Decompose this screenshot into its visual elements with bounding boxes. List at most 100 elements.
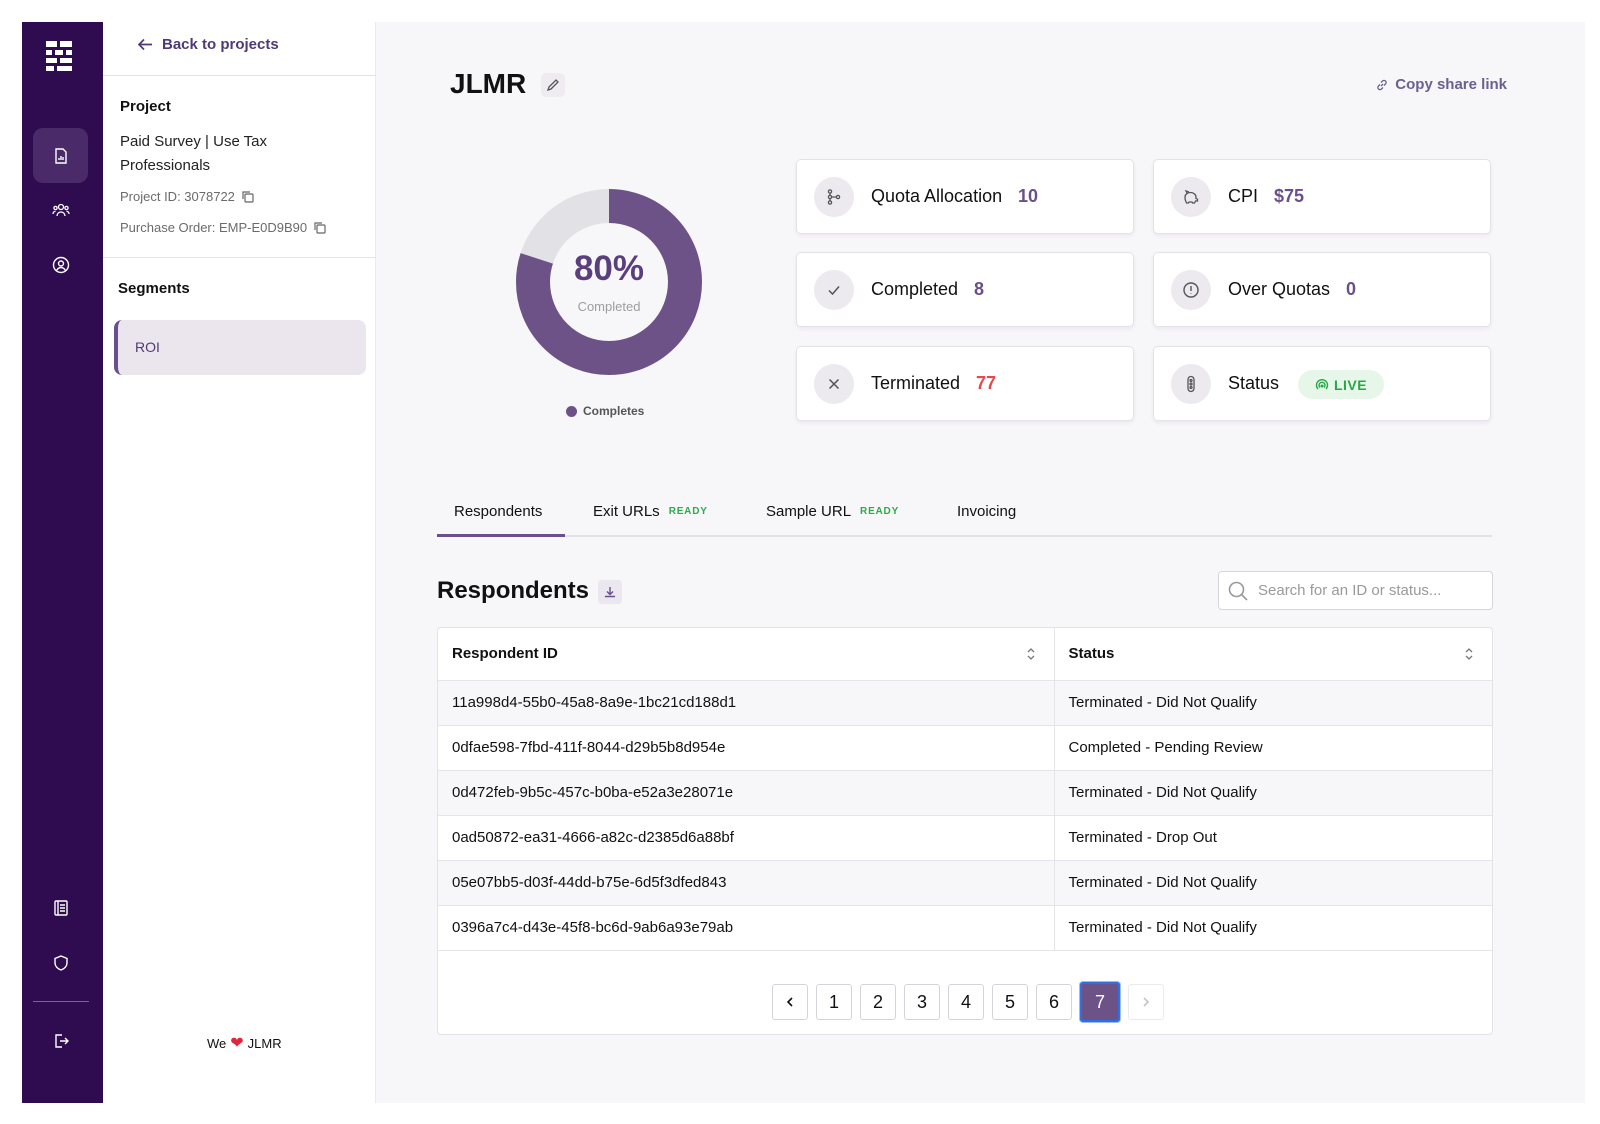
page-button-5[interactable]: 5 <box>992 984 1028 1020</box>
table-row[interactable]: 0d472feb-9b5c-457c-b0ba-e52a3e28071e Term… <box>438 770 1492 816</box>
respondent-id-cell: 0ad50872-ea31-4666-a82c-d2385d6a88bf <box>438 815 1055 861</box>
tab-label: Respondents <box>454 503 543 520</box>
copy-share-link[interactable]: Copy share link <box>1375 76 1507 93</box>
prev-page-button[interactable] <box>772 984 808 1020</box>
terminated-card: Terminated 77 <box>796 346 1134 421</box>
rail-divider <box>33 1001 89 1002</box>
respondent-id-cell: 0d472feb-9b5c-457c-b0ba-e52a3e28071e <box>438 770 1055 816</box>
quota-label: Quota Allocation <box>871 186 1003 206</box>
sort-icon[interactable] <box>1464 646 1474 662</box>
traffic-light-icon <box>1171 364 1211 404</box>
logout-icon <box>54 1033 69 1048</box>
logout-button[interactable] <box>33 1013 88 1068</box>
table-row[interactable]: 0ad50872-ea31-4666-a82c-d2385d6a88bf Term… <box>438 815 1492 861</box>
quota-allocation-card: Quota Allocation 10 <box>796 159 1134 234</box>
book-icon <box>53 899 68 916</box>
donut-arc <box>516 189 702 375</box>
download-button[interactable] <box>598 580 622 604</box>
page-button-3[interactable]: 3 <box>904 984 940 1020</box>
page-button-6[interactable]: 6 <box>1036 984 1072 1020</box>
table-row[interactable]: 0396a7c4-d43e-45f8-bc6d-9ab6a93e79ab Term… <box>438 905 1492 951</box>
shield-icon <box>53 954 68 971</box>
table-row[interactable]: 11a998d4-55b0-45a8-8a9e-1bc21cd188d1 Term… <box>438 680 1492 726</box>
rail-docs-button[interactable] <box>33 880 88 935</box>
search-input[interactable] <box>1258 582 1478 599</box>
tab-label: Invoicing <box>957 503 1017 520</box>
account-icon <box>52 256 69 273</box>
status-cell: Completed - Pending Review <box>1054 725 1492 771</box>
rail-account-button[interactable] <box>33 237 88 292</box>
project-name: Paid Survey | Use Tax Professionals <box>120 133 268 174</box>
copy-icon[interactable] <box>241 190 254 203</box>
search-icon <box>1228 581 1248 601</box>
project-id-row: Project ID: 3078722 <box>120 189 254 204</box>
table-row[interactable]: 0dfae598-7fbd-411f-8044-d29b5b8d954e Comp… <box>438 725 1492 771</box>
status-cell: Terminated - Drop Out <box>1054 815 1492 861</box>
respondent-id-cell: 05e07bb5-d03f-44dd-b75e-6d5f3dfed843 <box>438 860 1055 906</box>
status-cell: Terminated - Did Not Qualify <box>1054 770 1492 816</box>
edit-title-button[interactable] <box>541 73 565 97</box>
link-icon <box>1377 79 1387 90</box>
sort-icon[interactable] <box>1026 646 1036 662</box>
back-to-projects-link[interactable]: Back to projects <box>137 36 279 53</box>
next-page-button[interactable] <box>1128 984 1164 1020</box>
column-header-respondent-id[interactable]: Respondent ID <box>438 628 1055 681</box>
cpi-label: CPI <box>1228 186 1259 206</box>
page-button-4[interactable]: 4 <box>948 984 984 1020</box>
check-icon <box>814 270 854 310</box>
completed-value: 8 <box>974 279 985 299</box>
column-header-status[interactable]: Status <box>1054 628 1492 681</box>
page-title: JLMR <box>450 68 527 99</box>
page-button-2[interactable]: 2 <box>860 984 896 1020</box>
status-cell: Terminated - Did Not Qualify <box>1054 860 1492 906</box>
cpi-value: $75 <box>1274 186 1305 206</box>
respondents-table: Respondent ID Status 11a998d4-55b0-45a8-… <box>438 628 1492 951</box>
donut-chart <box>516 189 702 375</box>
page-button-7[interactable]: 7 <box>1080 982 1120 1022</box>
panel-divider <box>103 257 376 258</box>
rail-projects-button[interactable] <box>33 128 88 183</box>
cpi-card: CPI $75 <box>1153 159 1491 234</box>
project-panel: Back to projects Project Paid Survey | U… <box>103 22 376 1103</box>
live-label: LIVE <box>1333 376 1368 393</box>
ready-badge: READY <box>860 506 900 517</box>
donut-percent: 80% <box>573 249 645 288</box>
share-label: Copy share link <box>1395 76 1507 93</box>
project-heading: Project <box>120 98 171 115</box>
app-window: Back to projects Project Paid Survey | U… <box>22 22 1585 1103</box>
copy-icon[interactable] <box>313 221 326 234</box>
completed-card: Completed 8 <box>796 252 1134 327</box>
terminated-value: 77 <box>976 373 997 393</box>
tab-respondents[interactable]: Respondents <box>454 503 542 520</box>
footer-prefix: We <box>207 1035 227 1051</box>
page-button-1[interactable]: 1 <box>816 984 852 1020</box>
icon-rail <box>22 22 103 1103</box>
column-label: Status <box>1068 645 1115 663</box>
tab-exit-urls[interactable]: Exit URLs READY <box>593 503 708 520</box>
tab-invoicing[interactable]: Invoicing <box>957 503 1016 520</box>
pencil-icon <box>546 79 559 92</box>
segment-item-roi[interactable]: ROI <box>114 320 366 375</box>
table-row[interactable]: 05e07bb5-d03f-44dd-b75e-6d5f3dfed843 Term… <box>438 860 1492 906</box>
over-quotas-label: Over Quotas <box>1228 279 1331 299</box>
completion-donut: 80% Completed <box>514 187 704 377</box>
heart-icon: ❤ <box>230 1035 244 1052</box>
rail-users-button[interactable] <box>33 182 88 237</box>
grid-logo-icon[interactable] <box>46 41 72 71</box>
over-quotas-card: Over Quotas 0 <box>1153 252 1491 327</box>
live-badge: LIVE <box>1298 370 1384 399</box>
status-card: Status LIVE <box>1153 346 1491 421</box>
download-icon <box>605 587 615 598</box>
tab-sample-url[interactable]: Sample URL READY <box>766 503 899 520</box>
active-tab-indicator <box>437 534 565 537</box>
tab-label: Exit URLs <box>593 503 660 520</box>
purchase-order-row: Purchase Order: EMP-E0D9B90 <box>120 220 326 235</box>
chevron-right-icon <box>1143 997 1150 1007</box>
completed-label: Completed <box>871 279 959 299</box>
search-box[interactable] <box>1218 571 1493 610</box>
status-label: Status <box>1228 373 1280 393</box>
table-header-row: Respondent ID Status <box>438 628 1492 681</box>
respondent-id-cell: 0396a7c4-d43e-45f8-bc6d-9ab6a93e79ab <box>438 905 1055 951</box>
respondent-id-cell: 0dfae598-7fbd-411f-8044-d29b5b8d954e <box>438 725 1055 771</box>
rail-security-button[interactable] <box>33 935 88 990</box>
